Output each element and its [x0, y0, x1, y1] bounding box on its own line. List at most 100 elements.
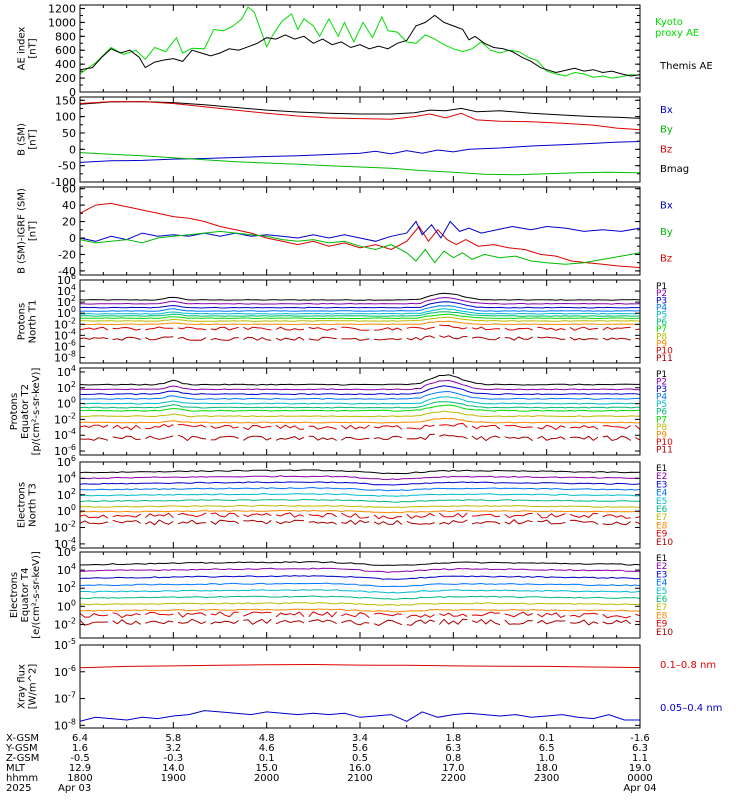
panel-protons_t2-ytick-label: 102 [57, 380, 76, 395]
panel-b_igrf-ytick-label: -40 [58, 265, 76, 278]
x-axis-cell: 18.0 [536, 763, 558, 774]
legend-xray-short-label: 0.05–0.4 nm [660, 703, 722, 714]
panel-electrons_t3-ytick-label: 10-2 [54, 520, 76, 535]
panel-electrons_t3-ytick-label: 106 [57, 454, 76, 469]
panel-ae-ytick-label: 400 [55, 58, 76, 71]
panel-protons_t1-ytick-label: 10-8 [54, 349, 76, 364]
panel-b_igrf-ytick-label: 60 [62, 183, 76, 196]
x-axis-cell: 1.8 [445, 733, 461, 744]
legend-bmag: Bmag [660, 164, 689, 175]
series-0-05-0-4-nm [80, 710, 640, 722]
x-axis-cell: Apr 04 [623, 783, 656, 794]
panel-ylabel: [p/(cm²-s-sr-keV)] [31, 368, 42, 456]
panel-b_sm-ytick-label: -100 [51, 176, 76, 189]
legend-p8: P8 [656, 332, 667, 342]
panel-ylabel: Xray flux [17, 664, 28, 709]
panel-protons_t1-ytick-label: 102 [57, 294, 76, 309]
series-e4 [80, 486, 640, 492]
series-by [80, 152, 640, 176]
x-axis-cell: 15.0 [256, 763, 278, 774]
x-axis-cell: 0000 [627, 773, 652, 784]
panel-ae-ytick-label: 0 [69, 86, 76, 99]
x-axis-cell: 12.9 [69, 763, 91, 774]
series-p10 [80, 422, 640, 431]
series-p4 [80, 390, 640, 400]
series-p8 [80, 316, 640, 322]
panel-electrons_t4-ytick-label: 106 [57, 544, 76, 559]
legend-e5: E5 [656, 497, 667, 507]
x-axis-cell: -0.3 [164, 753, 184, 764]
x-axis-cell: 3.4 [352, 733, 368, 744]
x-axis-cell: 2200 [441, 773, 466, 784]
series-bx [80, 141, 640, 163]
panel-ylabel: Equator T2 [20, 384, 31, 439]
x-axis-cell: 6.3 [632, 743, 648, 754]
series-e8 [80, 509, 640, 514]
legend-p1: P1 [656, 282, 667, 292]
series-bmag [80, 101, 640, 119]
panel-frame [79, 186, 641, 276]
x-axis-cell: 5.6 [352, 743, 368, 754]
legend-p9: P9 [656, 430, 667, 440]
series-p3 [80, 301, 640, 309]
series-e10 [80, 618, 640, 626]
series-e5 [80, 493, 640, 497]
series-0-1-0-8-nm [80, 663, 640, 669]
panel-frame [79, 461, 641, 549]
x-axis-cell: 14.0 [162, 763, 184, 774]
series-themis-ae [80, 14, 640, 77]
series-e6 [80, 595, 640, 600]
x-axis-cell: 17.0 [442, 763, 464, 774]
panel-protons_t2-ytick-label: 10-4 [54, 427, 76, 442]
series-p1 [80, 374, 640, 386]
legend-p8: P8 [656, 423, 667, 433]
panel-ylabel: [nT] [28, 38, 39, 58]
series-p8 [80, 410, 640, 418]
panel-ae-ytick-label: 1000 [48, 16, 76, 29]
panel-electrons_t4-ytick-label: 100 [57, 598, 76, 613]
legend-p1: P1 [656, 370, 667, 380]
x-axis-row-label: Z-GSM [6, 753, 39, 764]
panel-b_igrf-ytick-label: 20 [62, 216, 76, 229]
series-kyoto-proxy-ae [80, 6, 640, 79]
legend-p7: P7 [656, 325, 667, 335]
legend-e6: E6 [656, 505, 668, 515]
x-axis-cell: 6.4 [72, 733, 88, 744]
x-axis-cell: 19.0 [629, 763, 651, 774]
legend-e6: E6 [656, 595, 668, 605]
x-axis-cell: 0.8 [445, 753, 461, 764]
legend-p10: P10 [656, 438, 673, 448]
legend-e9: E9 [656, 530, 668, 540]
panel-ylabel: AE index [17, 27, 28, 71]
panel-ylabel: [W/m^2] [28, 664, 39, 710]
panel-electrons_t3-ytick-label: 102 [57, 487, 76, 502]
legend-e3: E3 [656, 570, 667, 580]
series-e5 [80, 589, 640, 594]
legend-bx: Bx [660, 200, 673, 211]
panel-series-group [80, 374, 640, 442]
series-e3 [80, 481, 640, 486]
legend-e5: E5 [656, 587, 667, 597]
x-axis-cell: 2300 [534, 773, 559, 784]
legend-e1: E1 [656, 554, 667, 564]
panel-ylabel: [e/(cm²-s-sr-keV)] [31, 551, 42, 639]
legend-e2: E2 [656, 472, 667, 482]
x-axis-cell: Apr 03 [58, 783, 91, 794]
x-axis-row-label: Y-GSM [5, 743, 38, 754]
x-axis-cell: 5.8 [165, 733, 181, 744]
x-axis-cell: 2000 [254, 773, 279, 784]
legend-e1: E1 [656, 464, 667, 474]
panel-b_igrf: -40 -20 0 20 40 60 B (SM)-IGRF (SM) [nT] Bx By Bz [17, 183, 673, 278]
legend-kyoto-label: Kyoto [655, 17, 683, 28]
legend-p2: P2 [656, 378, 667, 388]
x-axis-cell: 1.1 [632, 753, 648, 764]
x-axis-cell: 0.5 [352, 753, 368, 764]
series-p9 [80, 417, 640, 424]
x-axis-cell: 1.0 [539, 753, 555, 764]
panel-ylabel: B (SM)-IGRF (SM) [17, 188, 28, 274]
series-e1 [80, 561, 640, 566]
x-axis-cell: 0.1 [259, 753, 275, 764]
